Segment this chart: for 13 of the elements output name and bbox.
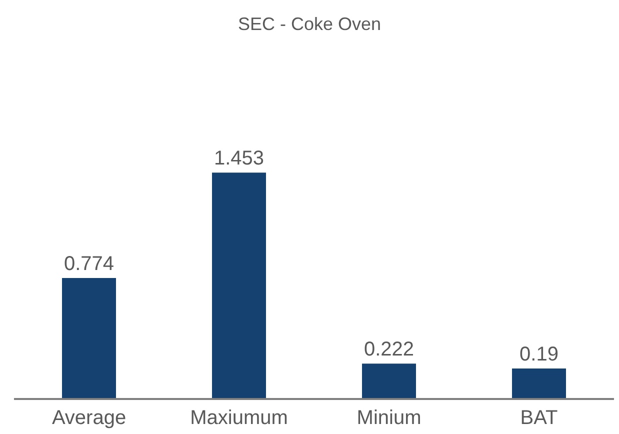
x-tick-label: Maxiumum — [190, 406, 288, 429]
x-tick-label: Average — [52, 406, 126, 429]
bar — [62, 278, 116, 398]
data-label: 0.222 — [364, 338, 414, 361]
x-tick-label: Minium — [356, 406, 422, 429]
bar — [512, 368, 566, 398]
bar — [362, 364, 416, 398]
data-label: 0.774 — [64, 252, 114, 275]
data-label: 0.19 — [520, 344, 558, 366]
data-label: 1.453 — [214, 148, 264, 170]
x-tick-label: BAT — [520, 406, 558, 429]
chart-title: SEC - Coke Oven — [238, 14, 382, 34]
bar — [212, 172, 266, 398]
